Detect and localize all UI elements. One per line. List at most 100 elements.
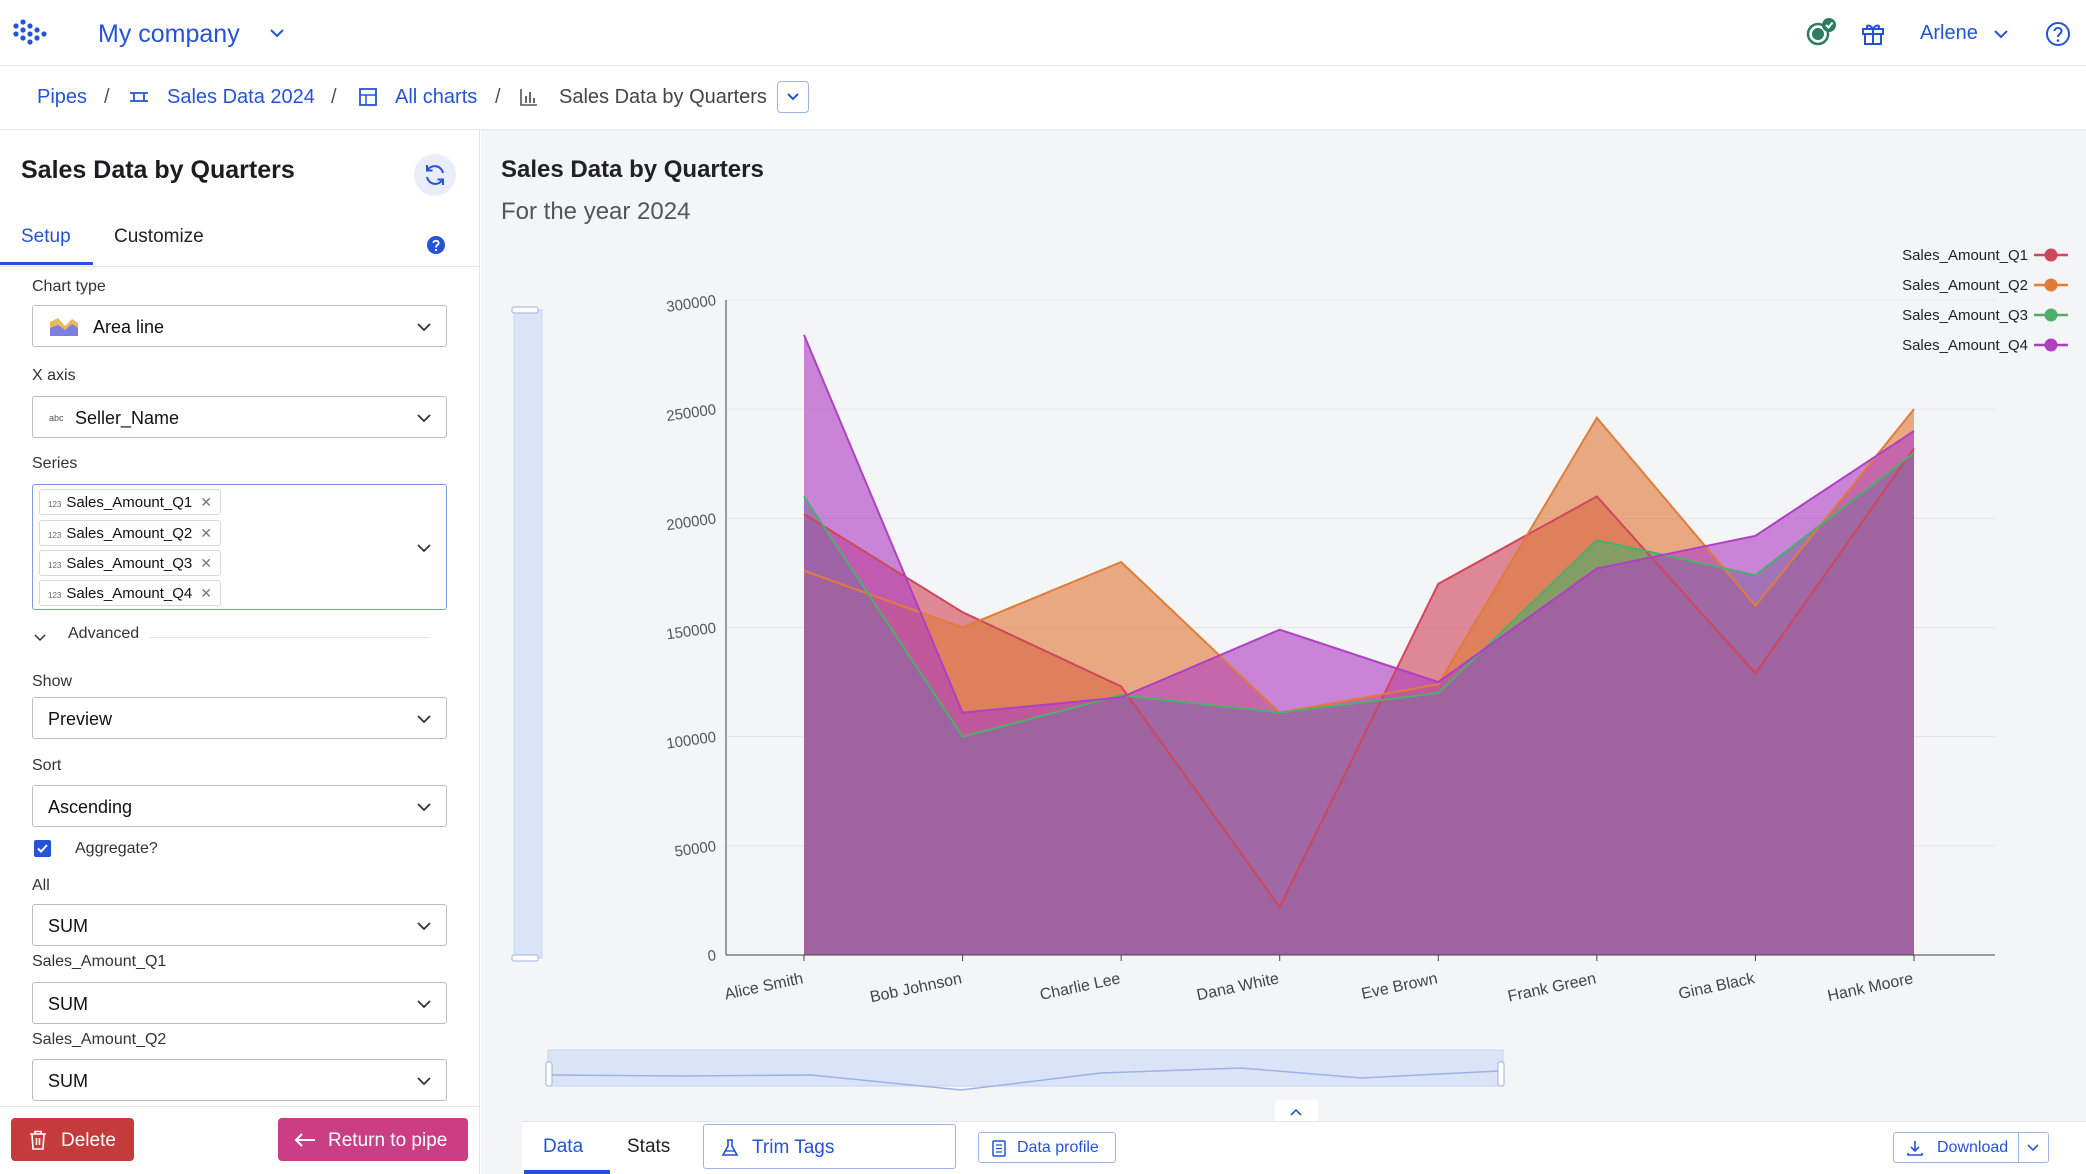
chart-legend[interactable]: Sales_Amount_Q1 Sales_Amount_Q2 Sales_Amou… — [1902, 247, 2068, 354]
trash-icon — [30, 1130, 46, 1150]
trim-tags-label: Trim Tags — [752, 1137, 835, 1158]
charts-grid-icon — [359, 88, 377, 106]
x-tick-label: Dana White — [1195, 970, 1280, 1004]
chevron-down-icon[interactable] — [1991, 24, 2011, 44]
series-chip[interactable]: 123 Sales_Amount_Q4 ✕ — [39, 580, 222, 606]
series-chip-label: Sales_Amount_Q2 — [66, 525, 193, 542]
sort-value: Ascending — [48, 797, 133, 817]
download-icon — [1907, 1141, 1923, 1156]
close-icon[interactable]: ✕ — [200, 525, 213, 541]
breadcrumb-separator: / — [331, 86, 337, 108]
delete-button-label: Delete — [61, 1130, 116, 1151]
y-tick-label: 150000 — [665, 620, 717, 644]
download-divider — [2018, 1133, 2019, 1162]
legend-label[interactable]: Sales_Amount_Q3 — [1902, 307, 2028, 324]
horizontal-zoom-slider[interactable] — [545, 1049, 1505, 1091]
help-icon[interactable] — [2044, 20, 2072, 48]
company-name[interactable]: My company — [98, 20, 240, 48]
series-chip-label: Sales_Amount_Q3 — [66, 555, 193, 572]
tab-data[interactable]: Data — [543, 1136, 584, 1157]
aggregate-label: Aggregate? — [75, 840, 158, 857]
breadcrumb-separator: / — [104, 86, 110, 108]
chart-type-value: Area line — [93, 317, 165, 337]
chevron-down-icon — [417, 323, 431, 332]
q2-aggregation-select[interactable]: SUM — [32, 1059, 447, 1101]
chart-areas — [803, 334, 1915, 955]
area-chart[interactable]: 0 50000 100000 150000 200000 250000 300000 Alic… — [481, 230, 2086, 1110]
chevron-down-icon — [417, 922, 431, 931]
y-tick-label: 100000 — [665, 729, 717, 753]
series-line — [803, 447, 1915, 909]
tab-stats[interactable]: Stats — [627, 1136, 671, 1157]
panel-title: Sales Data by Quarters — [21, 156, 295, 184]
legend-label[interactable]: Sales_Amount_Q2 — [1902, 277, 2028, 294]
x-axis-select[interactable]: abc Seller_Name — [32, 396, 447, 438]
data-profile-button[interactable]: Data profile — [978, 1132, 1116, 1163]
top-bar — [0, 0, 2086, 66]
aggregate-checkbox[interactable] — [34, 840, 51, 857]
breadcrumb-pipes[interactable]: Pipes — [37, 86, 88, 108]
series-label: Series — [32, 455, 78, 472]
series-chip[interactable]: 123 Sales_Amount_Q3 ✕ — [39, 550, 222, 576]
series-chip-label: Sales_Amount_Q4 — [66, 585, 193, 602]
series-line — [803, 334, 1915, 714]
chevron-down-icon[interactable] — [32, 630, 48, 646]
chevron-down-icon — [787, 93, 799, 101]
vertical-zoom-slider[interactable] — [511, 306, 543, 962]
close-icon[interactable]: ✕ — [200, 585, 213, 601]
x-tick-label: Eve Brown — [1360, 970, 1439, 1003]
show-value: Preview — [48, 709, 113, 729]
show-select[interactable]: Preview — [32, 697, 447, 739]
breadcrumb-dataset[interactable]: Sales Data 2024 — [167, 86, 315, 108]
legend-swatch-dot — [2044, 248, 2058, 262]
active-tab-indicator — [524, 1170, 610, 1174]
help-icon[interactable] — [426, 235, 446, 255]
pipe-icon — [130, 92, 148, 102]
close-icon[interactable]: ✕ — [200, 555, 213, 571]
breadcrumb-dropdown-button[interactable] — [777, 81, 809, 113]
refresh-button[interactable] — [414, 154, 456, 196]
chevron-down-icon[interactable] — [266, 22, 288, 44]
collapse-panel-button[interactable] — [1275, 1100, 1318, 1124]
sort-select[interactable]: Ascending — [32, 785, 447, 827]
tab-customize[interactable]: Customize — [114, 226, 204, 247]
breadcrumb — [0, 66, 2086, 130]
app-logo[interactable] — [12, 18, 52, 50]
y-tick-label: 50000 — [674, 838, 718, 861]
refresh-icon — [426, 165, 444, 185]
return-to-pipe-button[interactable]: Return to pipe — [278, 1118, 468, 1161]
advanced-toggle[interactable]: Advanced — [68, 625, 140, 642]
area-chart-icon — [50, 318, 78, 336]
chevron-down-icon[interactable] — [2025, 1141, 2041, 1155]
breadcrumb-all-charts[interactable]: All charts — [395, 86, 478, 108]
all-label: All — [32, 877, 50, 894]
series-multiselect[interactable]: 123 Sales_Amount_Q1 ✕ 123 Sales_Amount_Q2 ✕ … — [32, 484, 447, 610]
chevron-down-icon — [417, 1077, 431, 1086]
series-chip[interactable]: 123 Sales_Amount_Q2 ✕ — [39, 520, 222, 546]
check-icon — [37, 844, 48, 853]
gift-icon[interactable] — [1860, 20, 1886, 46]
trim-tags-button[interactable]: Trim Tags — [703, 1124, 956, 1169]
active-tab-indicator — [0, 262, 93, 265]
series-chip[interactable]: 123 Sales_Amount_Q1 ✕ — [39, 489, 222, 515]
q1-aggregation-select[interactable]: SUM — [32, 982, 447, 1024]
chart-title: Sales Data by Quarters — [501, 156, 764, 183]
number-type-icon: 123 — [48, 531, 62, 540]
chevron-down-icon — [417, 1000, 431, 1009]
legend-label[interactable]: Sales_Amount_Q1 — [1902, 247, 2028, 264]
download-button[interactable]: Download — [1893, 1132, 2049, 1163]
tabs-divider — [0, 266, 479, 267]
delete-button[interactable]: Delete — [11, 1118, 134, 1161]
x-tick-label: Hank Moore — [1826, 970, 1915, 1005]
user-menu[interactable]: Arlene — [1920, 22, 1978, 44]
all-aggregation-select[interactable]: SUM — [32, 904, 447, 946]
legend-label[interactable]: Sales_Amount_Q4 — [1902, 337, 2028, 354]
advanced-divider — [150, 637, 430, 638]
close-icon[interactable]: ✕ — [200, 494, 213, 510]
y-tick-label: 200000 — [665, 510, 717, 534]
chevron-down-icon — [417, 803, 431, 812]
status-check-icon[interactable] — [1804, 16, 1838, 50]
chart-type-select[interactable]: Area line — [32, 305, 447, 347]
tab-setup[interactable]: Setup — [21, 226, 71, 247]
bar-chart-icon — [520, 89, 537, 106]
